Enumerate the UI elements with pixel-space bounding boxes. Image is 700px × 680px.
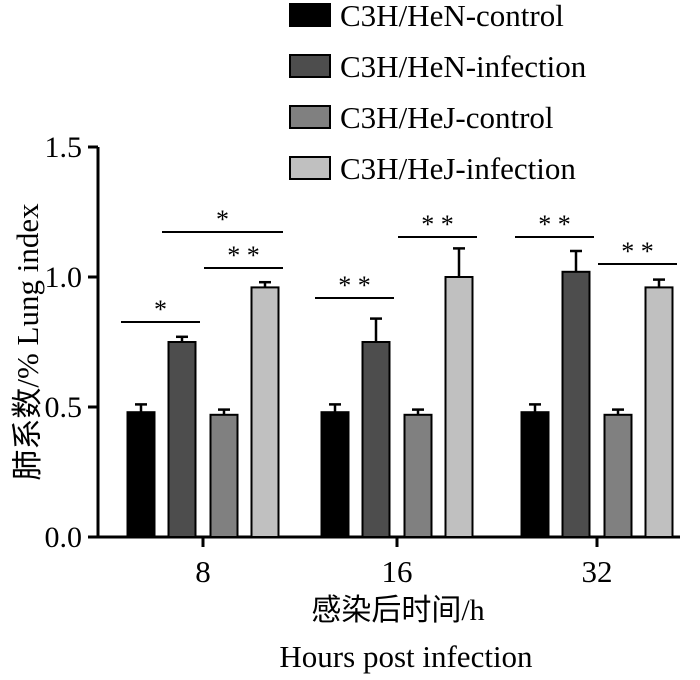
- y-tick-label: 1.0: [45, 261, 83, 294]
- significance-markers: * * * * * * * * * * * *: [121, 205, 677, 324]
- significance-label: * *: [338, 271, 371, 300]
- y-tick-label: 1.5: [45, 131, 83, 164]
- legend-swatch: [289, 54, 331, 78]
- x-axis-label-en: Hours post infection: [279, 639, 533, 674]
- x-tick-label: 16: [382, 554, 413, 589]
- bars: [126, 247, 674, 539]
- bar: [167, 341, 197, 538]
- x-tick-label: 8: [195, 554, 211, 589]
- bar: [126, 411, 156, 539]
- y-axis-label: 肺系数/% Lung index: [10, 203, 45, 481]
- significance-label: * *: [227, 241, 260, 270]
- bar: [561, 270, 591, 538]
- significance-label: *: [216, 205, 229, 234]
- bar: [250, 286, 280, 538]
- x-axis-label-cn: 感染后时间/h: [311, 594, 484, 627]
- legend-swatch: [289, 156, 331, 180]
- y-tick-label: 0.5: [45, 391, 83, 424]
- legend-swatch: [289, 3, 331, 27]
- legend: C3H/HeN-control C3H/HeN-infection C3H/HeJ-…: [289, 0, 587, 186]
- bar: [209, 413, 239, 538]
- significance-label: * *: [621, 237, 654, 266]
- significance-label: *: [154, 295, 167, 324]
- legend-label: C3H/HeN-control: [340, 0, 564, 33]
- axes: 0.0 0.5 1.0 1.5 8 16 32: [45, 131, 680, 589]
- significance-label: * *: [421, 210, 454, 239]
- legend-label: C3H/HeJ-infection: [340, 151, 576, 186]
- bar: [644, 286, 674, 538]
- legend-swatch: [289, 105, 331, 129]
- axis-labels: 肺系数/% Lung index 感染后时间/h Hours post infect…: [10, 203, 533, 674]
- bar: [320, 411, 350, 539]
- legend-label: C3H/HeN-infection: [340, 49, 587, 84]
- bar: [361, 341, 391, 538]
- bar: [520, 411, 550, 539]
- legend-label: C3H/HeJ-control: [340, 100, 554, 135]
- x-tick-label: 32: [582, 554, 613, 589]
- significance-label: * *: [538, 210, 571, 239]
- y-tick-label: 0.0: [45, 521, 83, 554]
- bar: [403, 413, 433, 538]
- bar: [444, 276, 474, 538]
- bar: [603, 413, 633, 538]
